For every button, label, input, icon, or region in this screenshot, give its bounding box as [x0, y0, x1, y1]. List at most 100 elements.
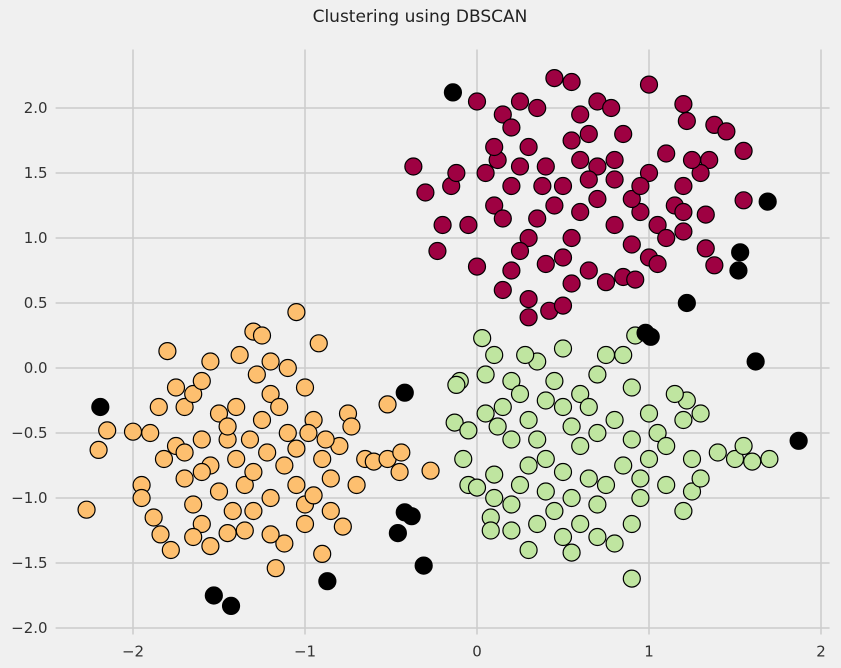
cluster-point: [674, 222, 693, 241]
cluster-point: [691, 404, 710, 423]
noise-point: [414, 556, 433, 575]
cluster-point: [502, 430, 521, 449]
cluster-point: [201, 536, 220, 556]
cluster-point: [734, 191, 753, 210]
cluster-point: [639, 449, 659, 469]
noise-point: [402, 507, 421, 526]
cluster-point: [622, 235, 641, 254]
cluster-point: [631, 202, 650, 222]
cluster-point: [390, 462, 409, 482]
cluster-point: [454, 449, 473, 469]
cluster-point: [696, 239, 715, 258]
cluster-point: [602, 98, 621, 118]
cluster-point: [481, 521, 500, 540]
cluster-point: [485, 465, 504, 484]
cluster-point: [476, 404, 495, 423]
cluster-point: [562, 543, 581, 562]
cluster-point: [536, 391, 555, 410]
cluster-point: [467, 92, 487, 111]
cluster-point: [342, 417, 361, 436]
cluster-point: [717, 122, 736, 141]
cluster-point: [528, 98, 547, 118]
cluster-point: [333, 517, 352, 536]
noise-point: [395, 383, 414, 402]
cluster-point: [175, 443, 194, 462]
cluster-point: [536, 254, 555, 274]
y-tick-label: 2.0: [24, 99, 48, 117]
cluster-point: [299, 423, 318, 443]
data-points: [77, 68, 808, 616]
cluster-point: [447, 375, 466, 394]
cluster-point: [467, 257, 487, 276]
cluster-point: [510, 475, 530, 495]
cluster-point: [622, 378, 641, 397]
cluster-point: [734, 436, 753, 456]
noise-point: [746, 352, 765, 371]
cluster-point: [223, 501, 242, 521]
cluster-point: [485, 137, 504, 157]
cluster-point: [244, 462, 263, 482]
cluster-point: [674, 94, 693, 114]
cluster-point: [614, 124, 633, 144]
cluster-point: [175, 397, 194, 417]
cluster-point: [309, 334, 328, 353]
noise-point: [443, 83, 463, 102]
cluster-point: [433, 215, 452, 235]
cluster-point: [144, 508, 163, 527]
cluster-point: [421, 461, 440, 480]
cluster-point: [562, 72, 581, 92]
noise-point: [789, 431, 808, 450]
cluster-point: [553, 527, 573, 547]
cluster-point: [760, 449, 779, 469]
cluster-point: [218, 417, 237, 436]
cluster-point: [545, 371, 564, 391]
cluster-point: [588, 495, 607, 514]
cluster-point: [287, 475, 306, 495]
cluster-point: [648, 215, 667, 235]
cluster-point: [485, 196, 504, 215]
cluster-point: [295, 514, 315, 534]
series-1: [77, 303, 440, 578]
cluster-point: [562, 274, 581, 293]
cluster-point: [519, 137, 538, 157]
cluster-point: [553, 339, 573, 358]
cluster-point: [571, 105, 590, 124]
cluster-point: [553, 296, 573, 315]
cluster-point: [151, 525, 170, 544]
cluster-point: [485, 345, 504, 365]
cluster-point: [123, 422, 143, 441]
cluster-point: [404, 157, 423, 176]
cluster-point: [682, 482, 702, 501]
cluster-point: [287, 303, 306, 322]
cluster-point: [235, 521, 254, 540]
noise-point: [388, 523, 407, 543]
cluster-point: [132, 488, 151, 508]
x-tick-label: −1: [294, 643, 316, 661]
cluster-point: [77, 500, 96, 519]
cluster-point: [166, 378, 186, 397]
cluster-point: [588, 189, 607, 209]
cluster-point: [519, 290, 538, 309]
cluster-point: [321, 469, 340, 488]
cluster-point: [493, 397, 512, 417]
cluster-point: [648, 254, 667, 274]
series-0: [404, 68, 753, 327]
cluster-point: [708, 443, 727, 462]
cluster-point: [467, 478, 487, 497]
cluster-point: [493, 280, 512, 300]
cluster-point: [192, 371, 211, 391]
cluster-point: [674, 501, 693, 521]
cluster-point: [682, 150, 702, 170]
cluster-point: [459, 421, 478, 440]
cluster-point: [192, 430, 211, 449]
tick-labels: −2 −1 0 1 2 −2.0 −1.5 −1.0 −0.5 0.0 0.5 1.0 1.5 2.0: [11, 99, 826, 661]
cluster-point: [184, 495, 203, 514]
y-tick-label: −1.0: [11, 489, 47, 507]
cluster-point: [261, 525, 280, 544]
cluster-point: [588, 423, 607, 443]
cluster-point: [261, 384, 280, 404]
cluster-point: [141, 423, 160, 443]
cluster-point: [682, 449, 702, 469]
cluster-point: [614, 345, 633, 365]
cluster-point: [562, 228, 581, 248]
